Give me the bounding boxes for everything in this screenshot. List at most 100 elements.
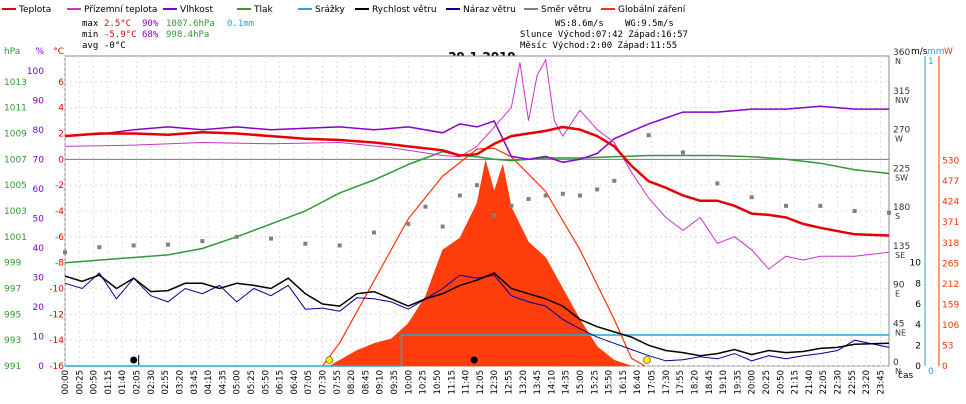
stat-max-pressure: 1007.6hPa: [166, 19, 215, 29]
temperature-axis-tick: 0: [58, 155, 64, 165]
x-tick-label: 04:10: [204, 370, 214, 395]
humidity-axis-tick: 20: [33, 303, 45, 313]
wind-direction-point: [234, 234, 239, 239]
x-tick-label: 00:50: [90, 370, 100, 395]
rain-axis-tick: 1: [928, 57, 934, 67]
wind-direction-point: [887, 210, 891, 215]
x-tick-label: 18:20: [690, 370, 700, 395]
wind-direction-point: [97, 245, 102, 250]
rain-axis-tick: 0: [928, 367, 934, 377]
hpa-axis-tick: 1011: [4, 104, 27, 114]
series-rain: [65, 334, 889, 367]
direction-axis-tick: 135: [893, 242, 910, 252]
direction-axis-tick: 315: [893, 87, 910, 97]
stat-avg-label: avg: [82, 41, 98, 51]
x-tick-label: 14:10: [547, 370, 557, 395]
wind-direction-point: [406, 221, 411, 226]
wind-direction-point: [440, 224, 445, 229]
x-tick-label: 23:45: [876, 370, 886, 395]
x-tick-label: 07:05: [304, 370, 314, 395]
series-temperature: [64, 125, 890, 237]
x-tick-label: 17:55: [676, 370, 686, 395]
direction-axis-tick: 90: [893, 281, 905, 291]
info-wg: WG:9.5m/s: [625, 19, 674, 29]
wind-axis-tick: 0: [915, 362, 921, 372]
x-tick-label: 04:35: [218, 370, 228, 395]
x-tick-label: 23:20: [862, 370, 872, 395]
radiation-axis-tick: 212: [942, 280, 959, 290]
wind-direction-point: [63, 250, 67, 255]
x-tick-label: 02:30: [147, 370, 157, 395]
direction-axis-tick: 45: [893, 319, 904, 329]
direction-axis-label: N: [895, 367, 901, 376]
radiation-axis-tick: 530: [942, 157, 959, 167]
sunset-icon: [643, 356, 651, 364]
legend-label-zareni: Globální záření: [618, 5, 686, 15]
x-tick-label: 02:05: [133, 370, 143, 395]
x-tick-label: 15:00: [576, 370, 586, 395]
legend-label-rychlost: Rychlost větru: [372, 5, 437, 15]
direction-axis-label: W: [895, 135, 903, 144]
x-tick-label: 09:35: [390, 370, 400, 395]
x-tick-label: 22:30: [834, 370, 844, 395]
moonrise-icon: [130, 356, 138, 364]
x-tick-label: 11:15: [447, 370, 457, 395]
temperature-axis-tick: -16: [49, 362, 64, 372]
wind-direction-point: [681, 150, 685, 155]
radiation-axis-tick: 53: [942, 341, 953, 351]
x-tick-label: 00:25: [75, 370, 85, 395]
wind-direction-point: [303, 241, 308, 246]
temperature-axis-tick: 4: [58, 104, 64, 114]
direction-axis-tick: 0: [893, 358, 899, 368]
humidity-axis-tick: 70: [33, 155, 45, 165]
x-tick-label: 10:00: [404, 370, 414, 395]
x-tick-label: 06:40: [290, 370, 300, 395]
hpa-axis-tick: 997: [4, 285, 21, 295]
x-tick-label: 20:25: [762, 370, 772, 395]
wind-direction-point: [646, 133, 651, 138]
legend-label-teplota: Teplota: [18, 5, 51, 15]
x-tick-label: 18:45: [705, 370, 715, 395]
x-tick-label: 07:30: [319, 370, 329, 395]
x-tick-label: 13:20: [519, 370, 529, 395]
x-tick-label: 08:45: [361, 370, 371, 395]
x-tick-label: 08:20: [347, 370, 357, 395]
hpa-axis-tick: 1009: [4, 130, 27, 140]
stat-min-humidity: 68%: [142, 30, 159, 40]
humidity-axis-unit: %: [35, 47, 44, 57]
temperature-axis-tick: -4: [55, 207, 64, 217]
stat-min-temp: -5.9°C: [104, 30, 137, 40]
sunrise-icon: [325, 356, 334, 364]
humidity-axis-tick: 80: [33, 126, 45, 136]
direction-axis-label: E: [895, 290, 900, 299]
wind-direction-point: [337, 243, 342, 248]
temperature-axis-tick: 6: [58, 78, 64, 88]
humidity-axis-tick: 10: [33, 332, 45, 342]
legend-label-naraz: Náraz větru: [463, 5, 516, 15]
hpa-axis-tick: 995: [4, 310, 21, 320]
hpa-axis-tick: 1013: [4, 78, 27, 88]
hpa-axis-tick: 999: [4, 259, 21, 269]
x-tick-label: 05:50: [261, 370, 271, 395]
legend-label-tlak: Tlak: [253, 5, 274, 15]
x-tick-label: 03:45: [190, 370, 200, 395]
temperature-axis-tick: -10: [49, 285, 64, 295]
legend: Teplota Přízemní teplota Vlhkost Tlak Srážky…: [2, 5, 686, 15]
temperature-axis-tick: -12: [49, 310, 64, 320]
direction-axis-tick: 180: [893, 203, 910, 213]
wind-direction-point: [852, 209, 857, 213]
humidity-axis-tick: 60: [33, 185, 45, 195]
series-radiation-clear-sky: [322, 147, 646, 367]
wind-direction-point: [492, 213, 497, 218]
series-humidity: [64, 105, 889, 164]
hpa-axis-tick: 991: [4, 362, 21, 372]
info-moon: Měsíc Východ:2:00 Západ:11:55: [520, 41, 677, 51]
x-tick-label: 09:10: [376, 370, 386, 395]
x-tick-label: 00:00: [61, 370, 71, 395]
x-tick-label: 17:30: [662, 370, 672, 395]
x-tick-label: 13:45: [533, 370, 543, 395]
wind-direction-point: [131, 243, 136, 248]
stat-max-temp: 2.5°C: [104, 19, 131, 29]
x-tick-label: 22:05: [819, 370, 829, 395]
temperature-axis-tick: -2: [55, 181, 64, 191]
